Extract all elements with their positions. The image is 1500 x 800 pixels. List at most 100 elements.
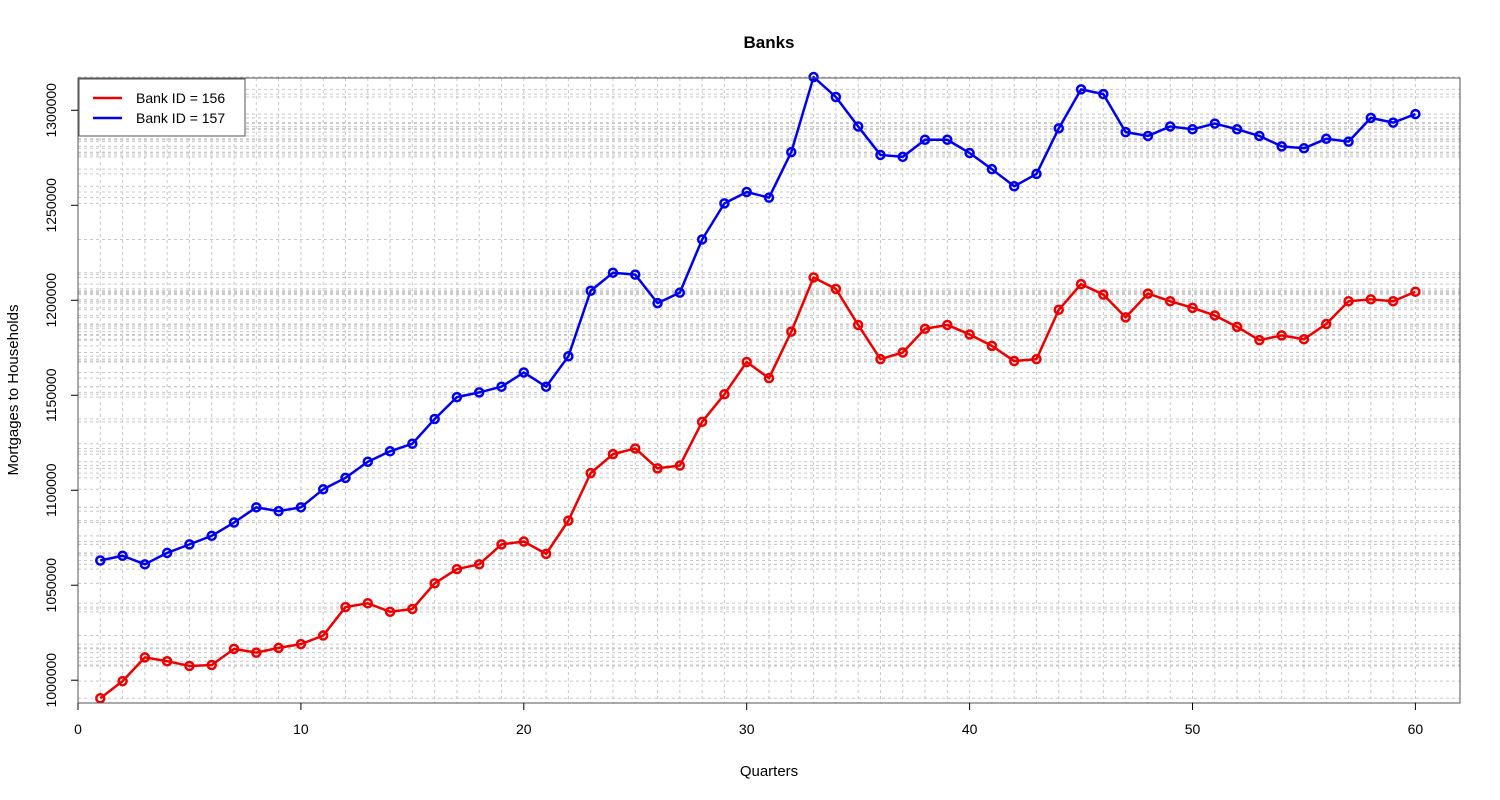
data-point <box>1254 334 1265 346</box>
data-point <box>897 151 908 163</box>
data-point <box>228 517 240 528</box>
data-point <box>919 134 931 145</box>
data-point <box>1098 88 1109 100</box>
series-bank-156 <box>95 272 1421 704</box>
data-point <box>340 472 351 484</box>
data-point <box>161 547 173 559</box>
data-point <box>741 356 752 368</box>
series-layer <box>95 71 1421 704</box>
data-point <box>652 297 663 309</box>
data-point <box>540 381 552 392</box>
data-point <box>117 675 128 687</box>
data-point <box>875 149 886 161</box>
data-point <box>1343 295 1354 307</box>
data-point <box>429 578 440 589</box>
data-point <box>1231 124 1243 135</box>
data-point <box>1164 295 1176 307</box>
data-point <box>897 347 908 358</box>
data-point <box>384 446 396 457</box>
data-point <box>852 121 864 132</box>
data-point <box>852 319 864 331</box>
series-line <box>100 75 1416 566</box>
data-point <box>1008 181 1020 192</box>
data-point <box>451 563 463 575</box>
y-tick-label: 1100000 <box>43 463 59 517</box>
data-point <box>184 539 195 550</box>
data-point <box>407 438 418 449</box>
data-point <box>1343 136 1354 147</box>
data-point <box>206 530 217 542</box>
x-tick-label: 50 <box>1185 721 1201 737</box>
data-point <box>1142 288 1154 299</box>
data-point <box>1387 117 1399 128</box>
data-point <box>1365 112 1377 124</box>
data-point <box>674 460 686 471</box>
data-point <box>1254 130 1265 142</box>
data-point <box>830 91 842 103</box>
data-point <box>942 134 953 145</box>
data-point <box>674 287 686 298</box>
data-point <box>273 642 284 654</box>
data-point <box>1008 355 1020 367</box>
data-point <box>1120 126 1131 138</box>
data-point <box>830 283 842 295</box>
data-point <box>808 272 819 283</box>
data-point <box>696 234 708 245</box>
x-tick-label: 60 <box>1408 721 1424 737</box>
data-point <box>251 647 262 658</box>
data-point <box>496 539 507 550</box>
data-point <box>451 391 463 403</box>
data-point <box>1298 143 1310 154</box>
data-point <box>719 389 730 400</box>
data-point <box>1120 312 1131 323</box>
data-point <box>763 372 775 384</box>
data-point <box>786 326 797 337</box>
data-point <box>696 416 708 428</box>
data-point <box>295 638 307 650</box>
data-point <box>1298 333 1310 345</box>
data-point <box>161 655 173 667</box>
data-point <box>919 323 931 335</box>
data-point <box>95 555 106 566</box>
data-point <box>1187 302 1198 314</box>
data-point <box>563 351 574 362</box>
data-point <box>95 693 106 704</box>
data-point <box>1321 318 1332 330</box>
data-point <box>808 71 819 83</box>
data-point <box>384 606 396 618</box>
x-tick-label: 40 <box>962 721 978 737</box>
y-axis: 1000000 1050000 1100000 1150000 1200000 12500… <box>43 83 78 707</box>
y-tick-label: 1250000 <box>43 178 59 233</box>
data-point <box>1142 130 1154 142</box>
data-point <box>1053 123 1065 134</box>
data-point <box>786 146 797 158</box>
data-point <box>518 367 530 378</box>
legend: Bank ID = 156 Bank ID = 157 <box>78 78 246 137</box>
data-point <box>206 659 217 671</box>
data-point <box>1276 330 1287 341</box>
data-point <box>362 598 374 609</box>
data-point <box>251 502 262 513</box>
data-point <box>496 381 507 392</box>
data-point <box>317 630 329 641</box>
x-tick-label: 0 <box>74 721 82 737</box>
grid <box>78 76 1460 703</box>
x-tick-label: 20 <box>516 721 532 737</box>
data-point <box>1053 304 1065 316</box>
data-point <box>1164 121 1176 132</box>
data-point <box>607 267 619 278</box>
x-tick-label: 10 <box>293 721 309 737</box>
data-point <box>1365 294 1377 305</box>
data-point <box>540 548 552 560</box>
data-point <box>139 559 151 570</box>
data-point <box>942 319 953 331</box>
data-point <box>429 413 440 425</box>
y-axis-label: Mortgages to Households <box>5 305 22 476</box>
data-point <box>875 353 886 365</box>
data-point <box>295 502 307 513</box>
data-point <box>1031 168 1042 180</box>
data-point <box>117 550 128 562</box>
data-point <box>1410 286 1421 297</box>
y-tick-label: 1300000 <box>43 83 59 138</box>
legend-label-156: Bank ID = 156 <box>136 90 225 106</box>
